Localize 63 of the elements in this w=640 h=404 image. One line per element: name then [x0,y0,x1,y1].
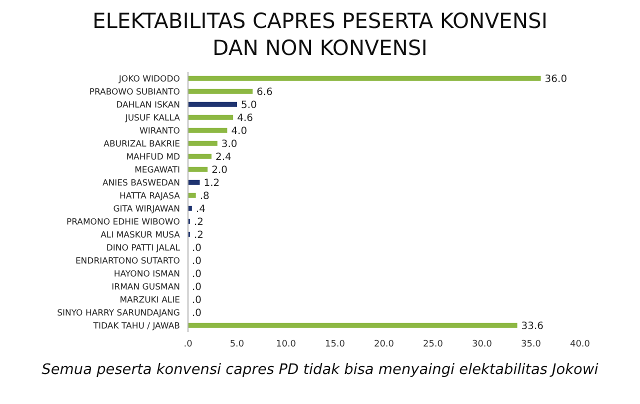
bar [188,128,228,133]
y-tick-label: GITA WIRJAWAN [113,204,180,214]
x-tick-label: 20.0 [374,339,394,350]
data-label: 33.6 [521,320,544,332]
chart-title: ELEKTABILITAS CAPRES PESERTA KONVENSI DAN NON KONVENSI [91,8,549,62]
x-tick-label: 30.0 [472,339,492,350]
y-tick-label: JUSUF KALLA [124,114,180,124]
y-tick-label: TIDAK TAHU / JAWAB [92,322,180,332]
bar [188,166,208,172]
data-label: 36.0 [544,74,568,85]
data-label: .4 [196,204,206,215]
text: Semua peserta konvensi capres PD tidak bisa menyaingi elektabilitas Jokowi [40,362,600,378]
y-tick-label: PRAMONO EDHIE WIBOWO [66,218,180,228]
data-label: .0 [192,256,202,267]
x-tick-label: .0 [184,339,193,350]
x-tick-label: 40.0 [570,339,590,350]
y-tick-label: ENDRIARTONO SUTARTO [75,256,180,266]
bar [188,76,541,81]
data-label: .0 [192,294,202,306]
y-tick-label: MARZUKI ALIE [120,296,180,306]
bar [188,88,253,94]
bar [188,102,237,107]
data-label: .0 [192,282,202,293]
y-tick-label: IRMAN GUSMAN [112,282,180,292]
y-tick-label: HAYONO ISMAN [114,270,180,280]
y-tick-label: DINO PATTI JALAL [106,244,180,254]
bar [188,154,212,159]
data-label: .0 [192,242,202,254]
y-tick-label: ALI MASKUR MUSA [100,230,180,240]
data-label: .8 [200,190,210,202]
bar [188,322,518,328]
x-tick-label: 5.0 [230,339,244,350]
data-label: 1.2 [204,178,220,189]
data-label: 2.4 [216,152,232,163]
bar [188,140,218,146]
y-tick-label: MAHFUD MD [126,152,180,162]
y-tick-label: JOKO WIDODO [118,74,180,84]
data-label: 4.0 [231,126,248,137]
y-tick-label: ANIES BASWEDAN [102,178,180,188]
data-label: 4.6 [237,112,253,124]
data-label: 2.0 [212,164,228,176]
x-tick-label: 35.0 [520,339,542,350]
data-label: .2 [194,216,204,228]
y-tick-label: ABURIZAL BAKRIE [104,140,180,150]
y-tick-label: HATTA RAJASA [119,192,180,202]
bar [188,192,196,198]
data-label: .0 [192,268,202,280]
x-tick-label: 10.0 [276,339,296,350]
y-tick-label: WIRANTO [139,126,180,136]
bar [188,114,234,120]
x-tick-label: 15.0 [324,339,346,350]
x-tick-label: 25.0 [422,339,444,350]
data-label: 6.6 [256,86,273,98]
data-label: 3.0 [221,138,238,150]
y-tick-label: PRABOWO SUBIANTO [89,88,180,98]
data-label: .2 [194,230,204,241]
data-label: .0 [192,308,202,319]
y-tick-label: DAHLAN ISKAN [116,100,180,110]
y-tick-label: MEGAWATI [134,166,180,176]
data-label: 5.0 [241,100,257,111]
bar [188,206,192,211]
y-tick-label: SINYO HARRY SARUNDAJANG [57,308,180,318]
bar [188,180,200,185]
